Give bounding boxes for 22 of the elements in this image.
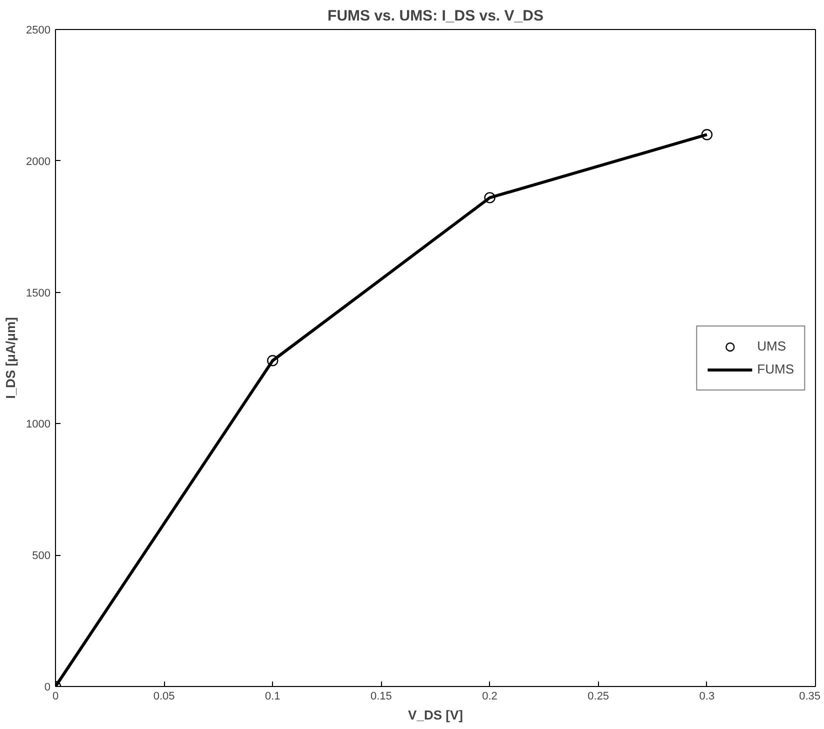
y-tick-label: 2000	[26, 156, 51, 168]
y-tick-label: 1000	[26, 418, 51, 431]
point	[484, 192, 496, 204]
x-tick-label: 0.3	[699, 690, 715, 702]
y-tick-label: 0	[44, 682, 51, 694]
x-tick-label: 0.35	[799, 690, 821, 702]
x-tick-label: 0.2	[482, 690, 498, 702]
legend-label: FUMS	[757, 362, 794, 376]
y-axis-title: I_DS [μA/μm]	[3, 317, 18, 399]
x-tick-label: 0.1	[264, 690, 280, 702]
point	[701, 129, 713, 140]
legend-label: UMS	[757, 338, 786, 354]
x-axis-title: V_DS [V]	[408, 708, 463, 722]
chart-title: FUMS vs. UMS: I_DS vs. V_DS	[328, 8, 544, 24]
x-tick-label: 0.05	[153, 690, 175, 702]
point	[267, 355, 278, 366]
y-tick-label: 500	[32, 550, 51, 562]
x-tick-label: 0.15	[370, 690, 392, 702]
x-tick-label: 0.25	[588, 690, 610, 702]
y-tick-label: 1500	[26, 287, 51, 300]
x-tick-label: 0	[52, 690, 59, 702]
y-tick-label: 2500	[26, 24, 51, 36]
